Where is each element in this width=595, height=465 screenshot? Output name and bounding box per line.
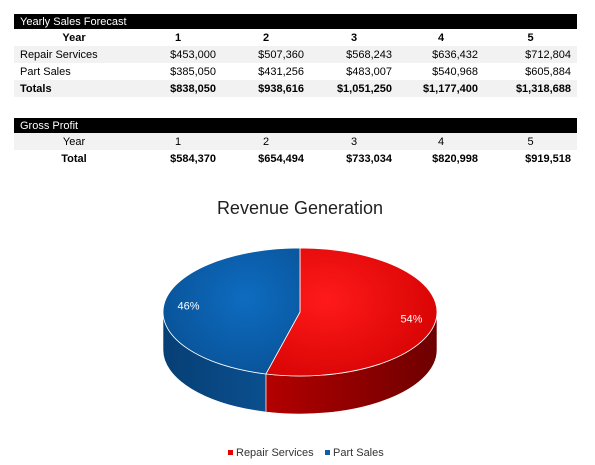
profit-header-col: 3 xyxy=(310,133,398,150)
cell-value: $453,000 xyxy=(134,46,222,63)
sales-header-col: 2 xyxy=(262,31,270,44)
cell-value: $938,616 xyxy=(222,80,310,97)
pie-slice-label: 54% xyxy=(400,314,422,326)
cell-value: $919,518 xyxy=(525,152,572,165)
gross-profit-table: Gross Profit Year 1 2 3 4 5 Total $584,3… xyxy=(14,118,578,167)
legend: Repair Services Part Sales xyxy=(228,447,384,459)
sales-header-year: Year xyxy=(62,31,86,44)
pie-slice xyxy=(265,247,438,377)
table-row: Part Sales $385,050 $431,256 $483,007 $5… xyxy=(14,63,577,80)
row-label: Total xyxy=(61,152,87,165)
cell-value: $584,370 xyxy=(170,152,216,165)
cell-value: $733,034 xyxy=(346,152,392,165)
profit-header-year: Year xyxy=(14,133,134,150)
table-row: Repair Services $453,000 $507,360 $568,2… xyxy=(14,46,577,63)
sales-header-col: 4 xyxy=(437,31,445,44)
row-label: Totals xyxy=(14,80,134,97)
pie-slice-label: 46% xyxy=(178,300,200,312)
cell-value: $1,318,688 xyxy=(484,80,577,97)
legend-label-repair: Repair Services xyxy=(236,447,314,459)
table-row: Totals $838,050 $938,616 $1,051,250 $1,1… xyxy=(14,80,577,97)
yearly-sales-forecast-table: Yearly Sales Forecast Year 1 2 3 4 5 Rep… xyxy=(14,14,577,97)
profit-header-col: 4 xyxy=(398,133,484,150)
profit-header-col: 2 xyxy=(222,133,310,150)
sales-header-col: 3 xyxy=(350,31,358,44)
legend-label-parts: Part Sales xyxy=(333,447,384,459)
legend-swatch-repair xyxy=(228,450,233,455)
profit-header-col: 5 xyxy=(484,133,578,150)
cell-value: $385,050 xyxy=(170,65,216,78)
cell-value: $654,494 xyxy=(258,152,304,165)
cell-value: $838,050 xyxy=(134,80,222,97)
cell-value: $712,804 xyxy=(484,46,577,63)
chart-title: Revenue Generation xyxy=(217,198,383,218)
cell-value: $1,051,250 xyxy=(310,80,398,97)
profit-table-title: Gross Profit xyxy=(14,118,578,133)
cell-value: $1,177,400 xyxy=(398,80,484,97)
row-label: Repair Services xyxy=(14,46,134,63)
pie-group: 54% 46% xyxy=(162,247,438,415)
cell-value: $507,360 xyxy=(222,46,310,63)
legend-swatch-parts xyxy=(325,450,330,455)
sales-table-title: Yearly Sales Forecast xyxy=(14,14,577,29)
table-row: Total $584,370 $654,494 $733,034 $820,99… xyxy=(14,150,577,167)
pie-slice xyxy=(162,247,301,375)
cell-value: $540,968 xyxy=(432,65,478,78)
cell-value: $820,998 xyxy=(432,152,478,165)
cell-value: $605,884 xyxy=(525,65,571,78)
sales-header-col: 1 xyxy=(174,31,182,44)
sales-header-col: 5 xyxy=(527,31,534,44)
cell-value: $431,256 xyxy=(258,65,304,78)
row-label: Part Sales xyxy=(20,65,71,78)
cell-value: $568,243 xyxy=(310,46,398,63)
revenue-pie-chart: Revenue Generation 54% 46% Repair Service… xyxy=(162,198,438,459)
profit-header-col: 1 xyxy=(134,133,222,150)
cell-value: $636,432 xyxy=(398,46,484,63)
cell-value: $483,007 xyxy=(346,65,392,78)
